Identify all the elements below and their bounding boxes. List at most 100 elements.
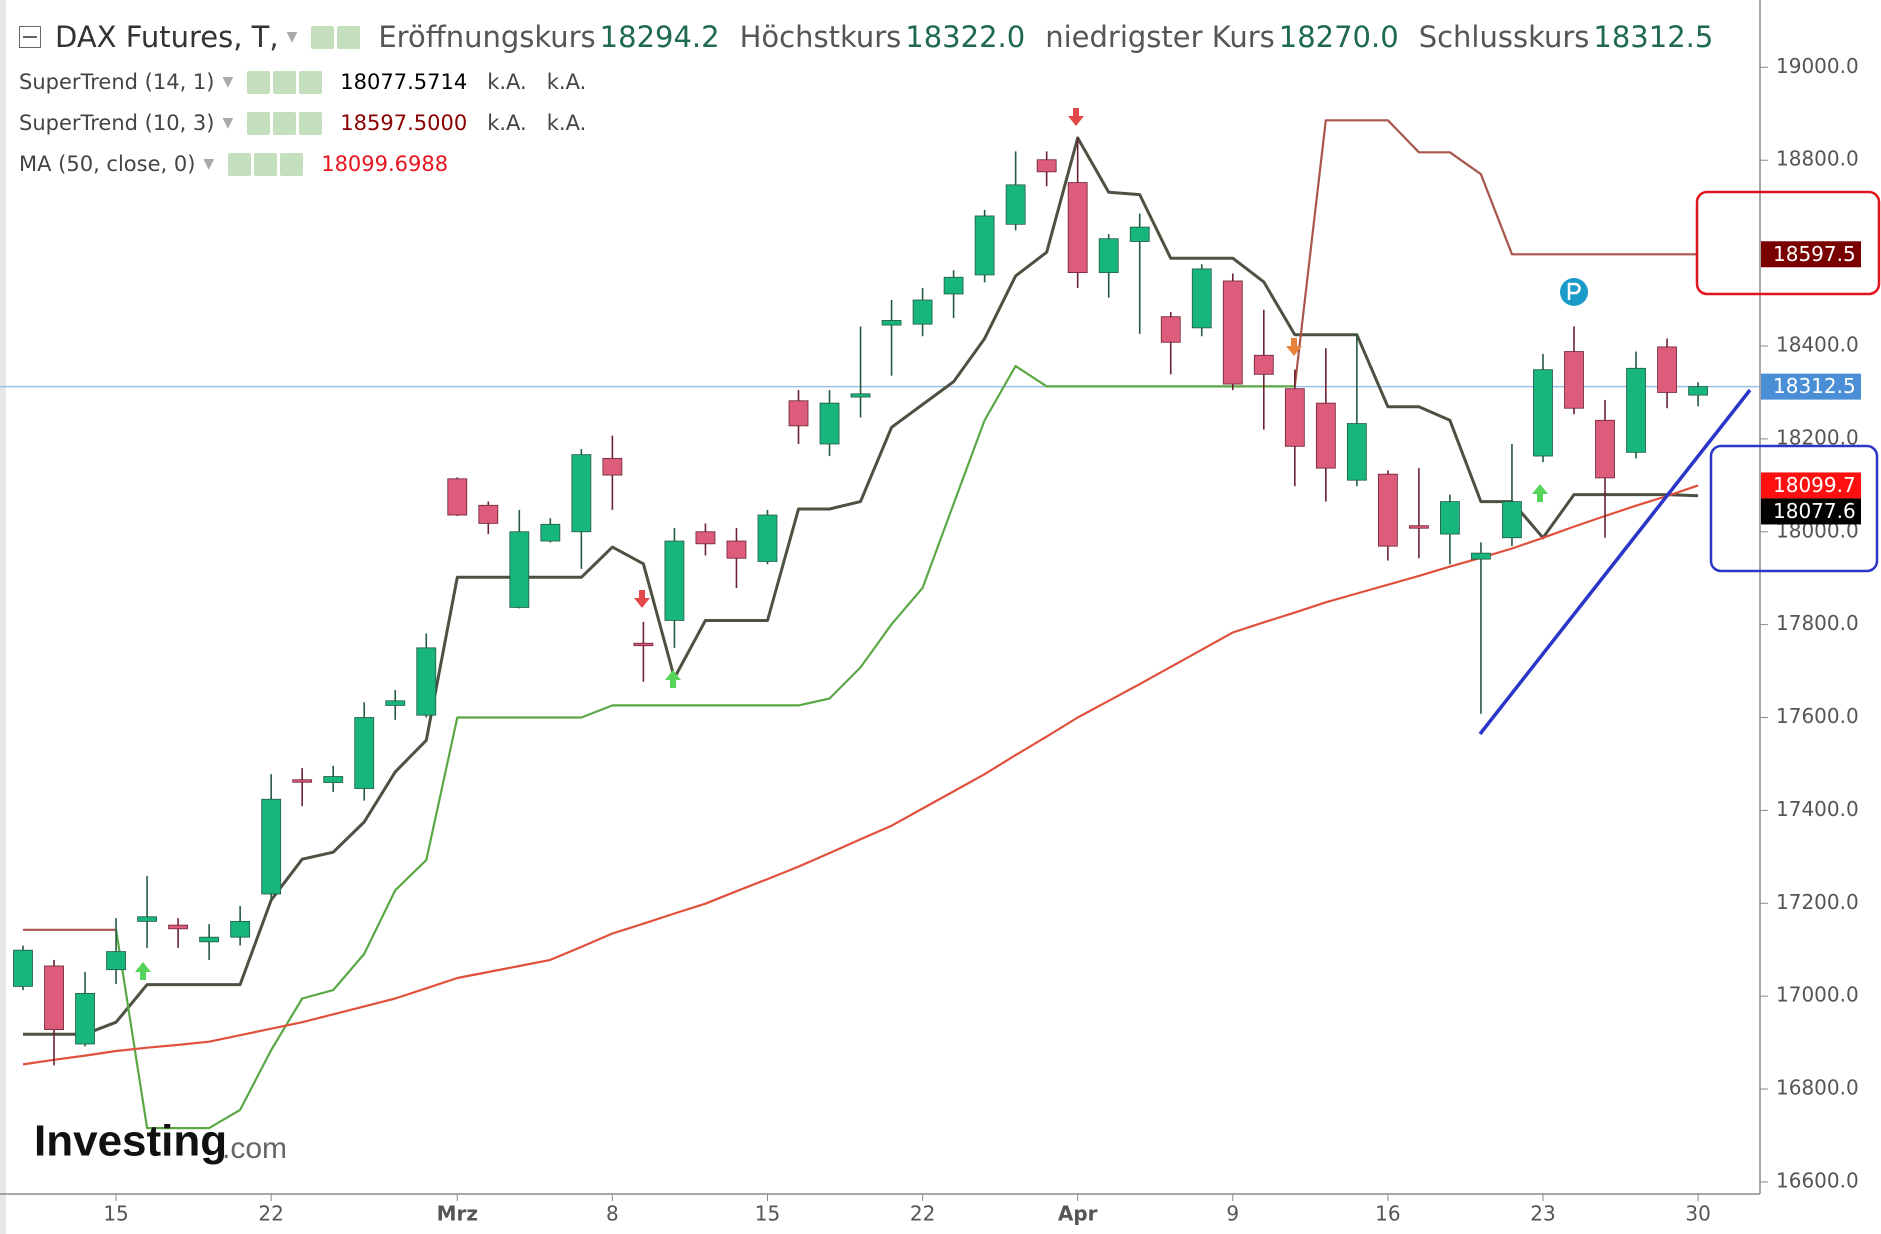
x-tick-label: 23 [1530,1202,1555,1226]
candle-body [695,531,716,545]
candle-body [292,779,313,783]
candle-body [75,992,95,1045]
candle-body [1253,354,1274,375]
buy-arrow [665,670,681,688]
x-tick-label: 15 [755,1202,780,1226]
indicator-line [115,364,1295,1130]
candle-body [943,276,964,295]
candle-body [757,514,778,562]
candle-body [1036,159,1057,173]
legend-row: MA (50, close, 0) ▼ 18099.6988 [19,152,448,176]
candle-body [323,776,344,783]
title: DAX Futures, T, [55,20,279,54]
ohlc-label: Schlusskurs [1418,20,1590,54]
candle-body [1129,226,1150,242]
x-tick-label: 22 [258,1202,283,1226]
candle-body [1160,316,1181,343]
candle-body [1377,473,1398,547]
x-tick-label: 8 [606,1202,619,1226]
candle-body [1502,501,1522,539]
legend-extra: k.A. [546,111,587,135]
candle-body [1005,184,1026,225]
header: DAX Futures, T, ▼ Eröffnungskurs 18294.2 H… [19,20,1733,54]
icons[interactable] [247,111,323,135]
price-tag [1761,241,1861,268]
y-tick-label: 16800.0 [1776,1076,1859,1100]
price-tag-label: 18099.7 [1773,473,1856,497]
candle-body [1315,402,1336,469]
icons[interactable] [247,70,323,94]
legend-name: SuperTrend (10, 3) [19,111,215,135]
candle-body [850,393,871,398]
candle-body [1471,552,1491,560]
ohlc-value: 18322.0 [905,20,1026,54]
price-tag-label: 18597.5 [1773,242,1856,266]
indicator-line [23,136,1699,1036]
legend-value: 18099.6988 [321,152,449,176]
icons[interactable] [228,152,304,176]
x-tick-label: 16 [1375,1202,1400,1226]
watermark-suffix: .com [222,1132,287,1165]
y-tick-label: 16600.0 [1776,1168,1859,1192]
candle-body [1595,419,1615,479]
legend-value: 18597.5000 [340,111,468,135]
price-tag-label: 18077.6 [1773,499,1856,523]
sell-arrow [1068,108,1084,126]
legend-name: MA (50, close, 0) [19,152,196,176]
buy-arrow [1532,484,1548,502]
candle-body [726,540,747,559]
x-tick-label: Mrz [437,1202,478,1226]
legend-row: SuperTrend (10, 3) ▼ 18597.5000 k.A. k.A. [19,111,586,135]
dropdown[interactable]: ▼ [286,29,298,45]
ohlc-value: 18294.2 [599,20,720,54]
legend-extra: k.A. [487,70,527,94]
y-tick-label: 18800.0 [1776,147,1859,171]
indicator-line [1293,119,1699,387]
candle-body [974,215,995,276]
candle-body [13,949,33,987]
candle-body [1284,388,1305,447]
candle-body [385,700,406,706]
price-tag [1761,373,1861,400]
candle-body [416,647,437,716]
x-tick-label: 9 [1226,1202,1239,1226]
candle-body [1222,280,1243,385]
dropdown[interactable]: ▼ [222,74,234,90]
candle-body [1688,386,1708,396]
candle-body [1409,525,1429,529]
candle-body [1533,369,1553,457]
candle-body [1191,268,1212,329]
candle-body [137,916,157,922]
dropdown[interactable]: ▼ [203,156,215,172]
plot-layer [0,119,1760,1130]
x-tick-label: 22 [910,1202,935,1226]
y-tick-label: 17600.0 [1776,704,1859,728]
y-tick-label: 17400.0 [1776,797,1859,821]
y-tick-label: 17800.0 [1776,611,1859,635]
collapse-icon[interactable] [19,26,41,48]
candle-body [881,320,902,326]
candle-body [912,299,933,325]
candle-body [1626,367,1646,453]
x-tick-label: Apr [1058,1202,1098,1226]
candle-body [1346,423,1367,481]
candle-body [168,924,189,930]
price-tag [1761,472,1861,499]
price-tag-label: 18312.5 [1773,374,1856,398]
icons[interactable] [311,25,361,49]
candle-body [1440,501,1460,535]
ohlc-label: Eröffnungskurs [378,20,596,54]
buy-arrow [135,962,151,980]
dropdown[interactable]: ▼ [222,115,234,131]
ohlc-label: niedrigster Kurs [1045,20,1275,54]
sell-arrow [634,590,650,608]
sell-arrow [1286,338,1302,356]
watermark-brand: Investing [34,1117,227,1166]
candle-body [478,504,499,524]
candle-body [819,402,840,445]
candle-body [571,454,592,533]
highlight-box [1695,190,1881,296]
candle-body [230,920,251,938]
y-tick-label: 18400.0 [1776,332,1859,356]
